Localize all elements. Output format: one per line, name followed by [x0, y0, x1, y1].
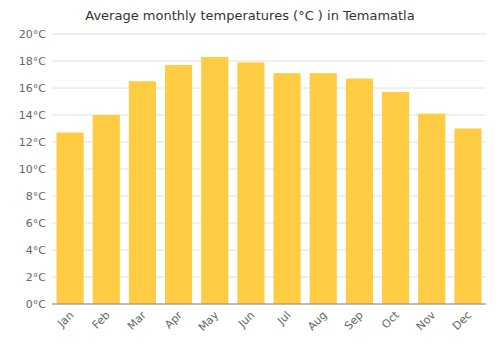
- grid-line: [52, 304, 486, 305]
- x-tick-label: Jan: [55, 309, 77, 331]
- x-axis: Jan Feb Mar Apr May Jun Jul Aug Sep Oct Nov Dec: [55, 308, 475, 334]
- x-tick-label: Dec: [450, 309, 474, 333]
- bar: [57, 133, 84, 304]
- bar: [201, 57, 228, 304]
- x-tick-label: Apr: [162, 308, 185, 331]
- bar: [129, 81, 156, 304]
- x-tick-label: Feb: [90, 309, 113, 332]
- y-tick-label: 4°C: [26, 244, 46, 257]
- bar: [346, 79, 373, 304]
- x-tick-label: Jun: [235, 309, 257, 331]
- chart: Average monthly temperatures (°C ) in Te…: [0, 0, 500, 350]
- y-tick-label: 14°C: [19, 109, 46, 122]
- grid-line: [52, 88, 486, 89]
- y-tick-label: 20°C: [19, 28, 46, 41]
- bar: [418, 114, 445, 304]
- title: Average monthly temperatures (°C ) in Te…: [85, 8, 414, 23]
- bar: [165, 65, 192, 304]
- y-tick-label: 8°C: [26, 190, 46, 203]
- page: {"chart_data": {"type": "bar", "title": …: [0, 0, 500, 350]
- grid-line: [52, 61, 486, 62]
- bar: [382, 92, 409, 304]
- bars: [57, 57, 482, 304]
- y-tick-label: 16°C: [19, 82, 46, 95]
- x-tick-label: Sep: [342, 309, 366, 333]
- y-tick-label: 2°C: [26, 271, 46, 284]
- y-axis: 0°C 2°C 4°C 6°C 8°C 10°C 12°C 14°C 16°C 18°C 20°C: [19, 28, 486, 311]
- bar: [274, 73, 301, 304]
- bar: [93, 115, 120, 304]
- x-tick-label: Jul: [274, 309, 293, 328]
- x-tick-label: Mar: [125, 308, 149, 332]
- x-tick-label: Oct: [379, 308, 402, 331]
- bar: [454, 129, 481, 305]
- bar: [237, 62, 264, 304]
- x-axis-line: [52, 304, 486, 305]
- y-tick-label: 6°C: [26, 217, 46, 230]
- x-tick-label: May: [196, 308, 222, 334]
- y-tick-label: 18°C: [19, 55, 46, 68]
- y-tick-label: 0°C: [26, 298, 46, 311]
- x-tick-label: Aug: [305, 309, 329, 333]
- y-tick-label: 10°C: [19, 163, 46, 176]
- bar: [310, 73, 337, 304]
- grid-line: [52, 34, 486, 35]
- x-tick-label: Nov: [414, 308, 439, 333]
- y-tick-label: 12°C: [19, 136, 46, 149]
